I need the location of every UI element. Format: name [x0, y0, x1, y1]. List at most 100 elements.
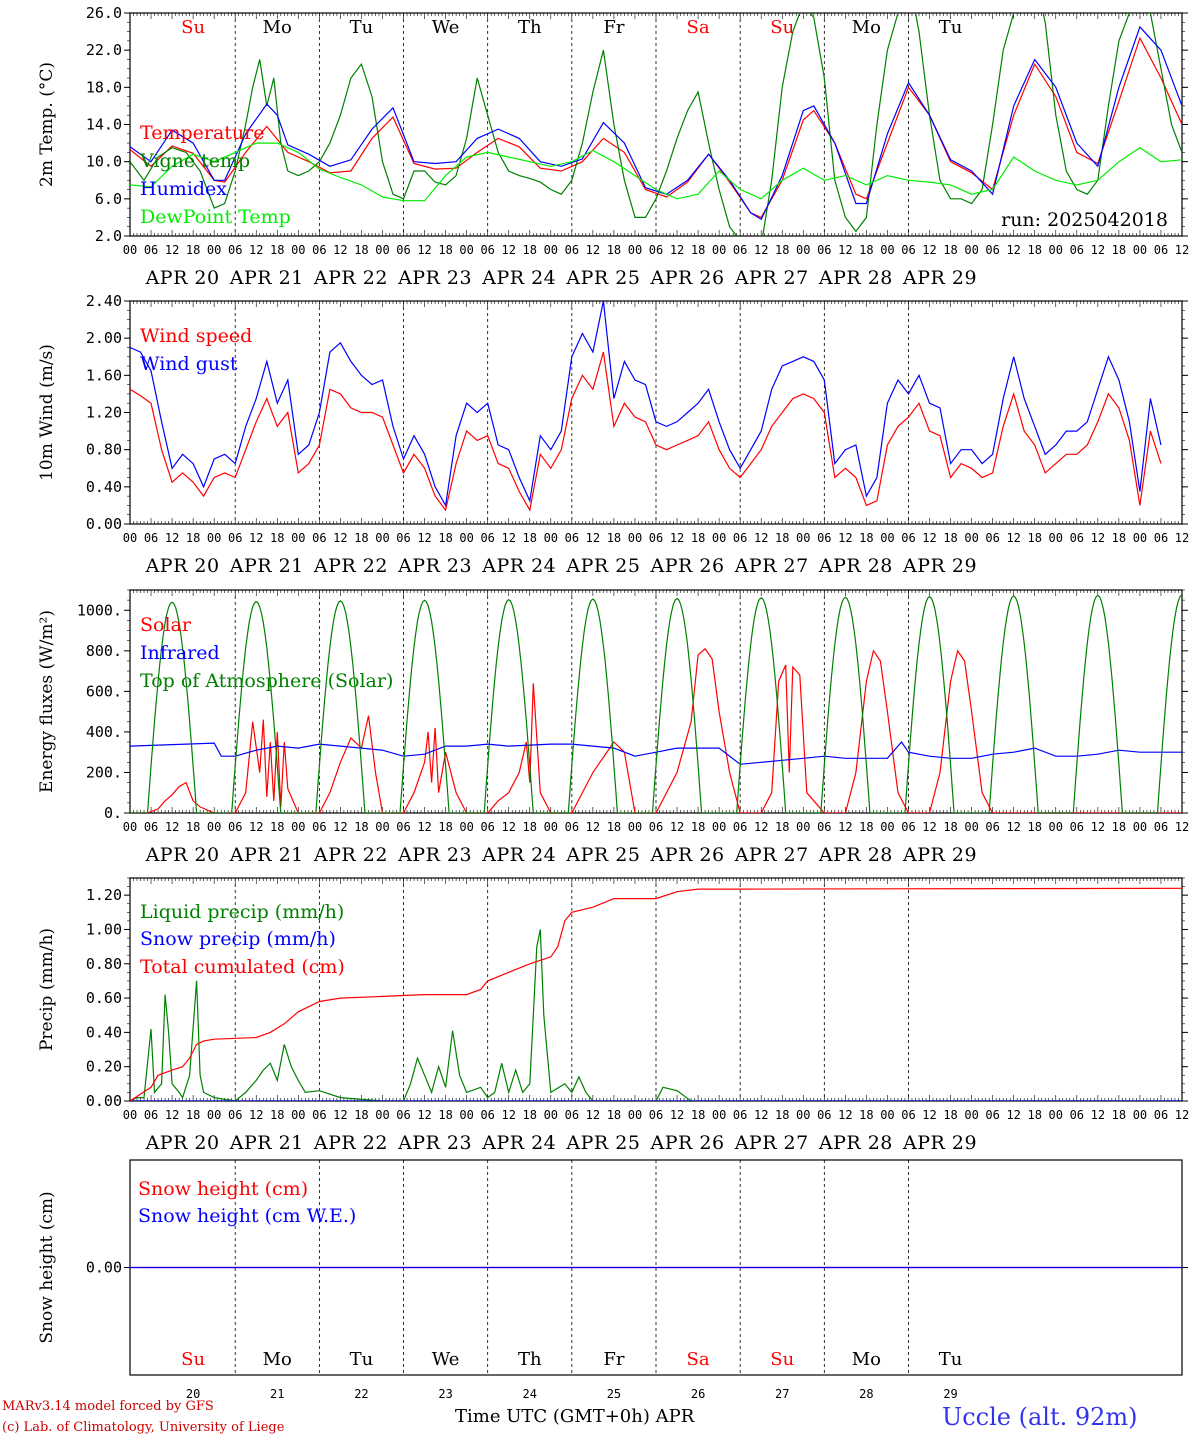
hour-tick-label: 12: [754, 1108, 768, 1122]
day-of-week-label: Tu: [939, 17, 963, 38]
hour-tick-label: 12: [1006, 1108, 1020, 1122]
day-of-week-label: Tu: [350, 1349, 374, 1370]
y-tick-label: 0.00: [86, 1259, 122, 1277]
day-number-label: 26: [691, 1387, 705, 1401]
y-tick-label: 2.00: [86, 329, 122, 347]
date-label: APR 27: [734, 267, 809, 289]
hour-tick-label: 18: [607, 243, 621, 257]
date-label: APR 23: [397, 844, 472, 866]
hour-tick-label: 12: [922, 531, 936, 545]
hour-tick-label: 00: [964, 531, 978, 545]
hour-tick-label: 18: [354, 1108, 368, 1122]
hour-tick-label: 18: [270, 531, 284, 545]
series-line-solar: [130, 647, 1182, 813]
y-tick-label: 0.00: [86, 1092, 122, 1110]
hour-tick-label: 00: [712, 531, 726, 545]
hour-tick-label: 18: [1112, 1108, 1126, 1122]
day-of-week-label: Tu: [939, 1349, 963, 1370]
legend-entry: DewPoint Temp: [140, 206, 291, 228]
hour-tick-label: 06: [480, 820, 494, 834]
date-label: APR 29: [902, 844, 977, 866]
hour-tick-label: 00: [628, 1108, 642, 1122]
y-tick-label: 22.0: [86, 41, 122, 59]
y-tick-label: 0.60: [86, 989, 122, 1007]
date-label: APR 25: [565, 844, 640, 866]
day-of-week-label: Su: [770, 1349, 794, 1370]
hour-tick-label: 00: [375, 820, 389, 834]
day-of-week-label: Tu: [350, 17, 374, 38]
y-tick-label: 0.: [104, 804, 122, 822]
date-label: APR 21: [229, 844, 304, 866]
hour-tick-label: 18: [438, 531, 452, 545]
hour-tick-label: 12: [1006, 243, 1020, 257]
day-of-week-label: Su: [770, 17, 794, 38]
y-tick-label: 0.80: [86, 955, 122, 973]
hour-tick-label: 00: [796, 820, 810, 834]
y-tick-label: 1.20: [86, 404, 122, 422]
hour-tick-label: 06: [1070, 243, 1084, 257]
day-of-week-label: Fr: [603, 17, 624, 38]
day-of-week-label: Th: [518, 17, 542, 38]
hour-tick-label: 06: [649, 531, 663, 545]
hour-tick-label: 12: [417, 531, 431, 545]
hour-tick-label: 06: [565, 820, 579, 834]
hour-tick-label: 06: [480, 531, 494, 545]
hour-tick-label: 06: [901, 1108, 915, 1122]
hour-tick-label: 00: [880, 1108, 894, 1122]
hour-tick-label: 12: [333, 531, 347, 545]
day-of-week-label: Su: [181, 1349, 205, 1370]
hour-tick-label: 06: [1154, 820, 1168, 834]
hour-tick-label: 18: [523, 820, 537, 834]
hour-tick-label: 18: [691, 243, 705, 257]
run-label: run: 2025042018: [1001, 209, 1168, 231]
date-label: APR 28: [818, 555, 893, 577]
hour-tick-label: 18: [943, 243, 957, 257]
hour-tick-label: 00: [375, 243, 389, 257]
hour-tick-label: 12: [333, 820, 347, 834]
hour-tick-label: 06: [649, 243, 663, 257]
hour-tick-label: 12: [417, 1108, 431, 1122]
hour-tick-label: 18: [354, 820, 368, 834]
day-of-week-label: Mo: [263, 1349, 292, 1370]
hour-tick-label: 06: [228, 531, 242, 545]
series-line-humidex: [130, 25, 1182, 221]
hour-tick-label: 00: [796, 243, 810, 257]
hour-tick-label: 18: [1027, 531, 1041, 545]
hour-tick-label: 18: [1112, 531, 1126, 545]
hour-tick-label: 06: [396, 531, 410, 545]
hour-tick-label: 18: [186, 1108, 200, 1122]
hour-tick-label: 12: [922, 1108, 936, 1122]
hour-tick-label: 06: [312, 243, 326, 257]
hour-tick-label: 06: [985, 531, 999, 545]
hour-tick-label: 18: [1027, 820, 1041, 834]
hour-tick-label: 06: [396, 820, 410, 834]
date-label: APR 27: [734, 844, 809, 866]
day-number-label: 23: [438, 1387, 452, 1401]
y-tick-label: 18.0: [86, 78, 122, 96]
series-line-vigne-temp: [130, 13, 1182, 236]
day-number-label: 22: [354, 1387, 368, 1401]
hour-tick-label: 18: [270, 1108, 284, 1122]
hour-tick-label: 06: [565, 243, 579, 257]
hour-tick-label: 06: [817, 243, 831, 257]
hour-tick-label: 12: [838, 531, 852, 545]
hour-tick-label: 12: [838, 243, 852, 257]
hour-tick-label: 00: [123, 1108, 137, 1122]
legend-entry: Total cumulated (cm): [140, 956, 345, 978]
date-label: APR 25: [565, 267, 640, 289]
date-label: APR 28: [818, 844, 893, 866]
hour-tick-label: 12: [417, 243, 431, 257]
hour-tick-label: 12: [333, 1108, 347, 1122]
model-note: MARv3.14 model forced by GFS: [2, 1399, 214, 1414]
day-number-label: 28: [859, 1387, 873, 1401]
y-tick-label: 1000.: [77, 601, 122, 619]
hour-tick-label: 00: [291, 243, 305, 257]
hour-tick-label: 12: [922, 820, 936, 834]
hour-tick-label: 18: [859, 531, 873, 545]
date-label: APR 29: [902, 555, 977, 577]
date-label: APR 20: [145, 555, 220, 577]
hour-tick-label: 12: [249, 531, 263, 545]
legend-entry: Vigne temp: [139, 150, 250, 172]
hour-tick-label: 12: [501, 243, 515, 257]
